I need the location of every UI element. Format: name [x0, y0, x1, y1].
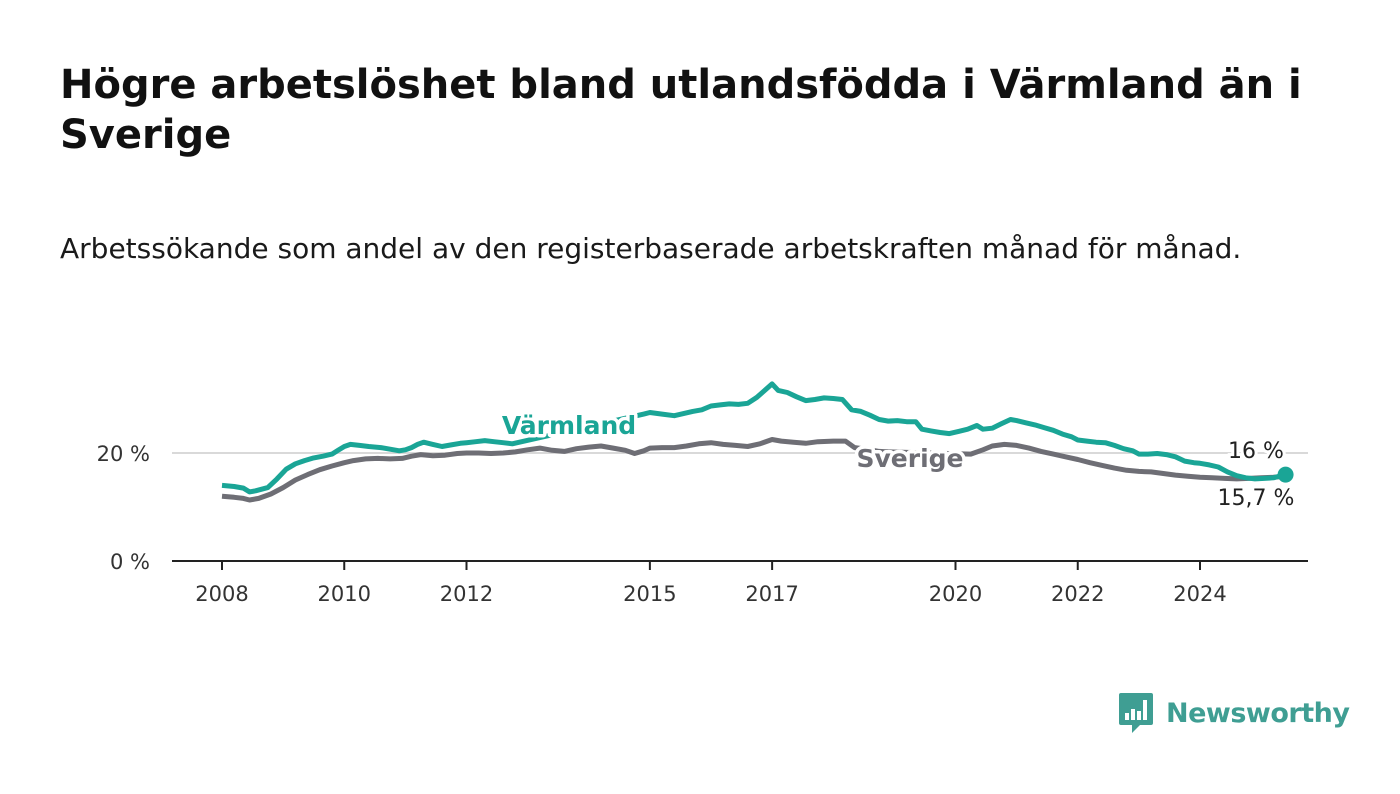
y-axis-ticks: 0 % 20 %	[97, 442, 150, 574]
newsworthy-logo: Newsworthy	[1118, 690, 1350, 736]
x-tick-label: 2010	[318, 582, 371, 606]
x-tick-label: 2008	[195, 582, 248, 606]
newsworthy-chart-icon	[1119, 693, 1153, 733]
series-line-vrmland	[221, 381, 1287, 495]
y-tick-label: 20 %	[97, 442, 150, 466]
end-label-sverige: 15,7 %	[1218, 486, 1295, 511]
logo-text: Newsworthy	[1166, 697, 1350, 729]
x-tick-label: 2020	[929, 582, 982, 606]
series-line-sverige	[221, 437, 1286, 503]
x-tick-label: 2012	[440, 582, 493, 606]
series-label-sverige: Sverige	[856, 444, 963, 473]
chart-title: Högre arbetslöshet bland utlandsfödda i …	[60, 62, 1302, 158]
series-labels: Värmland Sverige 16 % 15,7 %	[498, 408, 1297, 515]
series-lines	[221, 381, 1294, 503]
x-tick-label: 2017	[745, 582, 798, 606]
gridlines	[172, 452, 1308, 562]
x-tick-label: 2024	[1173, 582, 1226, 606]
chart-subtitle: Arbetssökande som andel av den registerb…	[60, 232, 1242, 265]
x-tick-label: 2022	[1051, 582, 1104, 606]
y-tick-label: 0 %	[110, 550, 150, 574]
x-tick-label: 2015	[623, 582, 676, 606]
series-label-varmland: Värmland	[502, 411, 636, 440]
end-label-varmland: 16 %	[1228, 439, 1284, 464]
x-axis-ticks: 2008 2010 2012 2015 2017 2020 2022 2024	[195, 561, 1227, 606]
end-point-varmland	[1277, 466, 1294, 483]
